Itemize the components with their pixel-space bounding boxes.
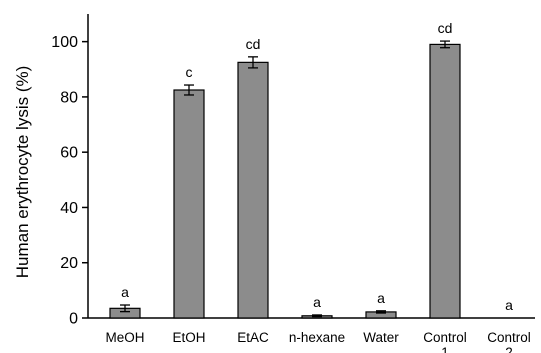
- bar-etac: [237, 61, 269, 319]
- y-tick-label: 0: [69, 311, 78, 328]
- significance-label: cd: [438, 20, 453, 36]
- bars-group: a c cd a a cd a: [109, 20, 513, 319]
- y-tick-label: 60: [60, 145, 78, 162]
- category-label: EtOH: [172, 330, 205, 345]
- y-tick-label: 20: [60, 255, 78, 272]
- y-axis-label: Human erythrocyte lysis (%): [13, 66, 32, 279]
- category-label: EtAC: [237, 330, 269, 345]
- significance-label: a: [121, 284, 129, 300]
- bar-etoh: [173, 89, 205, 319]
- category-label: MeOH: [105, 330, 144, 345]
- category-labels: MeOH EtOH EtAC n-hexane Water Control 1 Control…: [105, 330, 530, 353]
- category-label: Water: [363, 330, 399, 345]
- y-tick-label: 40: [60, 200, 78, 217]
- significance-label: c: [186, 64, 193, 80]
- significance-label: a: [377, 290, 385, 306]
- category-label: Control 2: [487, 330, 531, 353]
- bar-control-1: [429, 43, 461, 319]
- category-label: Control 1: [423, 330, 467, 353]
- y-tick-label: 100: [51, 34, 78, 51]
- y-tick-label: 80: [60, 89, 78, 106]
- significance-label: a: [505, 297, 513, 313]
- category-label: n-hexane: [289, 330, 345, 345]
- y-axis: 0 20 40 60 80 100: [51, 14, 89, 328]
- significance-label: cd: [246, 36, 261, 52]
- significance-label: a: [313, 294, 321, 310]
